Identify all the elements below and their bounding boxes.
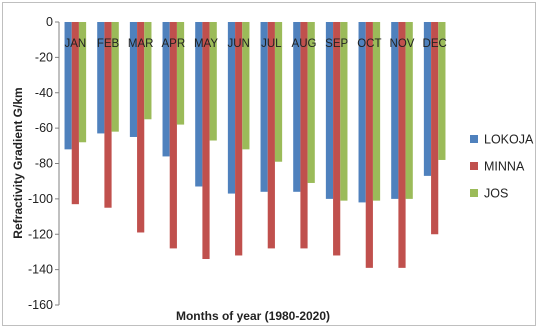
bars-group (64, 22, 446, 268)
bar-jos-aug (307, 22, 315, 183)
category-label: MAY (194, 38, 218, 50)
legend: LOKOJA MINNA JOS (470, 133, 534, 201)
bar-jos-dec (438, 22, 446, 160)
legend-swatch-lokoja (470, 135, 478, 143)
bar-lokoja-apr (162, 22, 170, 157)
bar-lokoja-may (195, 22, 203, 187)
category-label: SEP (325, 38, 348, 50)
y-tick-label: -80 (35, 157, 53, 171)
bar-chart: 0 -20 -40 -60 -80 -100 -120 -140 -160 JAN FEB MAR A… (11, 15, 534, 323)
bar-jos-jul (274, 22, 283, 162)
legend-label-jos: JOS (484, 187, 508, 201)
bar-jos-apr (176, 22, 185, 125)
category-label: NOV (390, 38, 415, 50)
category-label: OCT (357, 38, 381, 50)
bar-jos-jun (242, 22, 250, 150)
bar-minna-jul (267, 22, 275, 249)
y-axis-title: Refractivity Gradient G/km (11, 87, 25, 238)
legend-swatch-jos (470, 189, 478, 197)
bar-jos-jan (78, 22, 87, 143)
bar-lokoja-jul (260, 22, 268, 192)
category-label: DEC (423, 38, 447, 50)
bar-jos-oct (372, 22, 381, 201)
y-axis: 0 -20 -40 -60 -80 -100 -120 -140 -160 (28, 15, 60, 312)
y-tick-label: -140 (28, 263, 53, 277)
bar-lokoja-jan (64, 22, 72, 150)
bar-minna-feb (104, 22, 112, 208)
category-label: AUG (292, 38, 317, 50)
y-tick-label: 0 (46, 15, 53, 29)
bar-jos-mar (144, 22, 152, 120)
bar-lokoja-feb (97, 22, 105, 134)
legend-swatch-minna (470, 162, 478, 170)
category-label: JUN (227, 38, 249, 50)
bar-jos-may (209, 22, 217, 141)
bar-lokoja-jun (227, 22, 236, 194)
bar-minna-may (202, 22, 210, 260)
bar-lokoja-sep (325, 22, 334, 199)
y-tick-label: -120 (28, 227, 53, 241)
bar-lokoja-aug (293, 22, 301, 192)
y-tick-label: -60 (35, 121, 53, 135)
category-label: JUL (261, 38, 282, 50)
legend-label-lokoja: LOKOJA (484, 133, 534, 147)
y-tick-label: -40 (35, 86, 53, 100)
category-labels: JAN FEB MAR APR MAY JUN JUL AUG SEP OCT NOV DEC (64, 38, 446, 50)
bar-minna-jan (71, 22, 79, 205)
category-label: FEB (97, 38, 120, 50)
y-tick-label: -20 (35, 50, 53, 64)
bar-lokoja-mar (129, 22, 138, 137)
chart-frame: 0 -20 -40 -60 -80 -100 -120 -140 -160 JAN FEB MAR A… (2, 2, 536, 326)
bar-lokoja-dec (423, 22, 432, 176)
bar-minna-apr (169, 22, 177, 249)
bar-minna-nov (398, 22, 406, 268)
bar-minna-mar (137, 22, 145, 233)
x-axis-title: Months of year (1980-2020) (176, 309, 330, 323)
y-tick-label: -160 (28, 298, 53, 312)
bar-jos-nov (405, 22, 413, 199)
bar-minna-jun (235, 22, 243, 256)
bar-jos-sep (340, 22, 348, 201)
legend-label-minna: MINNA (484, 160, 525, 174)
bar-lokoja-nov (391, 22, 399, 199)
bar-minna-sep (333, 22, 341, 256)
bar-minna-oct (365, 22, 373, 268)
bar-lokoja-oct (358, 22, 366, 203)
category-label: APR (162, 38, 186, 50)
category-label: JAN (64, 38, 86, 50)
bar-minna-aug (300, 22, 308, 249)
bar-minna-dec (431, 22, 439, 235)
bar-jos-feb (111, 22, 119, 132)
y-tick-label: -100 (28, 192, 53, 206)
category-label: MAR (128, 38, 154, 50)
